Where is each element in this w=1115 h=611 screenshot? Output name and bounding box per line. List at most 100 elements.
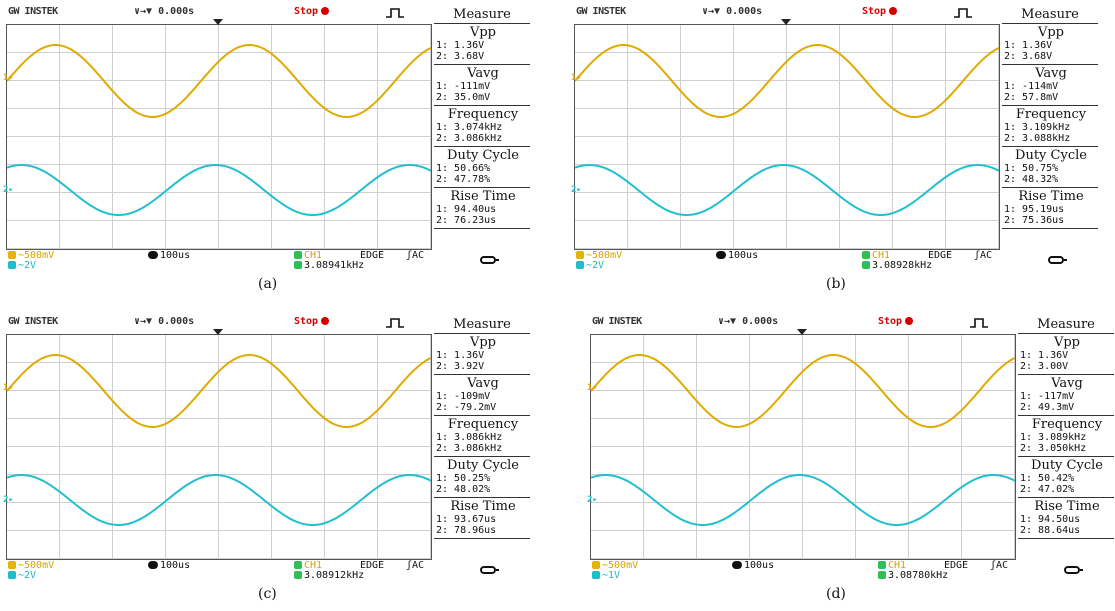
measurement-label: Duty Cycle (447, 148, 519, 163)
run-stop-status: Stop (878, 316, 914, 332)
measurement-label: Rise Time (450, 499, 516, 514)
measurement-item[interactable]: Duty Cycle 1: 50.42% 2: 47.02% (1018, 457, 1114, 498)
ch2-badge-icon (592, 571, 600, 579)
scope-screen: GW INSTEK ∨→▼ 0.000s Stop 1▸ 2▸ Measure … (586, 316, 1115, 581)
trigger-edge-icon (386, 8, 404, 18)
measurement-ch1-value: 1: 1.36V (436, 350, 485, 361)
trigger-coupling: ʃAC (974, 250, 993, 261)
measurement-label: Vpp (469, 25, 497, 40)
trigger-edge-icon (970, 318, 988, 328)
trigger-coupling: ʃAC (406, 250, 425, 261)
timebase-readout: 100us (732, 560, 774, 571)
measurement-ch1-value: 1: 3.089kHz (1020, 432, 1087, 443)
waveform-grid: 1▸ 2▸ (587, 329, 1016, 560)
ch2-waveform (591, 474, 1015, 526)
measure-title: Measure (1002, 6, 1098, 24)
frequency-counter-icon (862, 261, 870, 269)
measurement-label: Duty Cycle (1031, 458, 1103, 473)
measurement-ch2-value: 2: 76.23us (436, 215, 497, 226)
ch2-scale: ∼2V (8, 570, 36, 581)
measurement-ch2-value: 2: 78.96us (436, 525, 497, 536)
measurement-label: Frequency (447, 417, 519, 432)
measurement-ch2-value: 2: 47.02% (1020, 484, 1075, 495)
measurement-item[interactable]: Duty Cycle 1: 50.66% 2: 47.78% (434, 147, 530, 188)
measurement-item[interactable]: Duty Cycle 1: 50.75% 2: 48.32% (1002, 147, 1098, 188)
measure-panel[interactable]: Measure Vpp 1: 1.36V 2: 3.00V Vavg 1: -1… (1018, 316, 1114, 558)
trigger-source-icon (294, 251, 302, 259)
brand-logo: GW INSTEK (576, 6, 626, 17)
measure-panel[interactable]: Measure Vpp 1: 1.36V 2: 3.92V Vavg 1: -1… (434, 316, 530, 558)
measurement-item[interactable]: Rise Time 1: 94.40us 2: 76.23us (434, 188, 530, 229)
measurement-label: Vpp (469, 335, 497, 350)
scope-screen: GW INSTEK ∨→▼ 0.000s Stop 1▸ 2▸ Measure … (2, 316, 532, 581)
brand-logo: GW INSTEK (592, 316, 642, 327)
timebase-icon (716, 251, 726, 259)
scope-panel-b: GW INSTEK ∨→▼ 0.000s Stop 1▸ 2▸ Measure … (570, 6, 1100, 271)
measurement-item[interactable]: Rise Time 1: 95.19us 2: 75.36us (1002, 188, 1098, 229)
measurement-item[interactable]: Frequency 1: 3.089kHz 2: 3.050kHz (1018, 416, 1114, 457)
measurement-item[interactable]: Vpp 1: 1.36V 2: 3.92V (434, 334, 530, 375)
measurement-item[interactable]: Rise Time 1: 94.50us 2: 88.64us (1018, 498, 1114, 539)
measurement-item[interactable]: Frequency 1: 3.074kHz 2: 3.086kHz (434, 106, 530, 147)
measurement-ch1-value: 1: 50.75% (1004, 163, 1059, 174)
ch1-badge-icon (8, 561, 16, 569)
trigger-source: CH1 (862, 250, 890, 261)
trigger-frequency: 3.08912kHz (294, 570, 364, 581)
trigger-source: CH1 (294, 250, 322, 261)
ch2-badge-icon (576, 261, 584, 269)
measurement-ch1-value: 1: 93.67us (436, 514, 497, 525)
run-stop-status: Stop (294, 6, 330, 22)
measurement-item[interactable]: Vpp 1: 1.36V 2: 3.68V (1002, 24, 1098, 65)
measure-panel[interactable]: Measure Vpp 1: 1.36V 2: 3.68V Vavg 1: -1… (1002, 6, 1098, 248)
measurement-item[interactable]: Vavg 1: -117mV 2: 49.3mV (1018, 375, 1114, 416)
measurement-label: Rise Time (1034, 499, 1100, 514)
ch1-scale: ∼500mV (8, 560, 54, 571)
measurement-item[interactable]: Rise Time 1: 93.67us 2: 78.96us (434, 498, 530, 539)
measurement-item[interactable]: Vpp 1: 1.36V 2: 3.68V (434, 24, 530, 65)
measurement-item[interactable]: Duty Cycle 1: 50.25% 2: 48.02% (434, 457, 530, 498)
trigger-source-icon (878, 561, 886, 569)
frequency-counter-icon (878, 571, 886, 579)
ch1-waveform (591, 354, 1015, 428)
measurement-ch2-value: 2: 48.32% (1004, 174, 1059, 185)
measure-panel[interactable]: Measure Vpp 1: 1.36V 2: 3.68V Vavg 1: -1… (434, 6, 530, 248)
measurement-ch1-value: 1: 94.40us (436, 204, 497, 215)
measurement-label: Duty Cycle (1015, 148, 1087, 163)
measure-title: Measure (434, 6, 530, 24)
timebase-icon (148, 251, 158, 259)
measurement-item[interactable]: Vavg 1: -114mV 2: 57.8mV (1002, 65, 1098, 106)
scope-screen: GW INSTEK ∨→▼ 0.000s Stop 1▸ 2▸ Measure … (570, 6, 1100, 271)
ch2-waveform (575, 164, 999, 216)
stop-indicator-icon (321, 7, 330, 15)
measurement-item[interactable]: Vavg 1: -109mV 2: -79.2mV (434, 375, 530, 416)
trigger-type: EDGE (944, 560, 969, 571)
trigger-frequency: 3.08928kHz (862, 260, 932, 271)
measurement-ch1-value: 1: 1.36V (1020, 350, 1069, 361)
measurement-label: Vavg (1051, 376, 1083, 391)
trigger-edge-icon (386, 318, 404, 328)
measurement-item[interactable]: Vpp 1: 1.36V 2: 3.00V (1018, 334, 1114, 375)
trigger-edge-icon (954, 8, 972, 18)
measurement-label: Frequency (1015, 107, 1087, 122)
ch2-level-marker: 2▸ (571, 185, 582, 195)
measurement-ch2-value: 2: 57.8mV (1004, 92, 1059, 103)
measurement-item[interactable]: Frequency 1: 3.086kHz 2: 3.086kHz (434, 416, 530, 457)
measure-title: Measure (434, 316, 530, 334)
run-state-label: Stop (294, 316, 319, 327)
measurement-label: Vpp (1037, 25, 1065, 40)
trigger-source: CH1 (878, 560, 906, 571)
measurement-item[interactable]: Vavg 1: -111mV 2: 35.0mV (434, 65, 530, 106)
measurement-item[interactable]: Frequency 1: 3.109kHz 2: 3.088kHz (1002, 106, 1098, 147)
trigger-position-marker (213, 329, 223, 335)
measurement-ch2-value: 2: 3.00V (1020, 361, 1069, 372)
measurement-label: Rise Time (450, 189, 516, 204)
measurement-ch2-value: 2: 3.086kHz (436, 133, 503, 144)
trigger-type: EDGE (360, 250, 385, 261)
measurement-ch2-value: 2: 3.088kHz (1004, 133, 1071, 144)
ch1-badge-icon (8, 251, 16, 259)
run-state-label: Stop (294, 6, 319, 17)
measurement-ch1-value: 1: 3.109kHz (1004, 122, 1071, 133)
trigger-frequency: 3.08941kHz (294, 260, 364, 271)
waveform-display (7, 354, 431, 526)
frequency-counter-icon (294, 571, 302, 579)
